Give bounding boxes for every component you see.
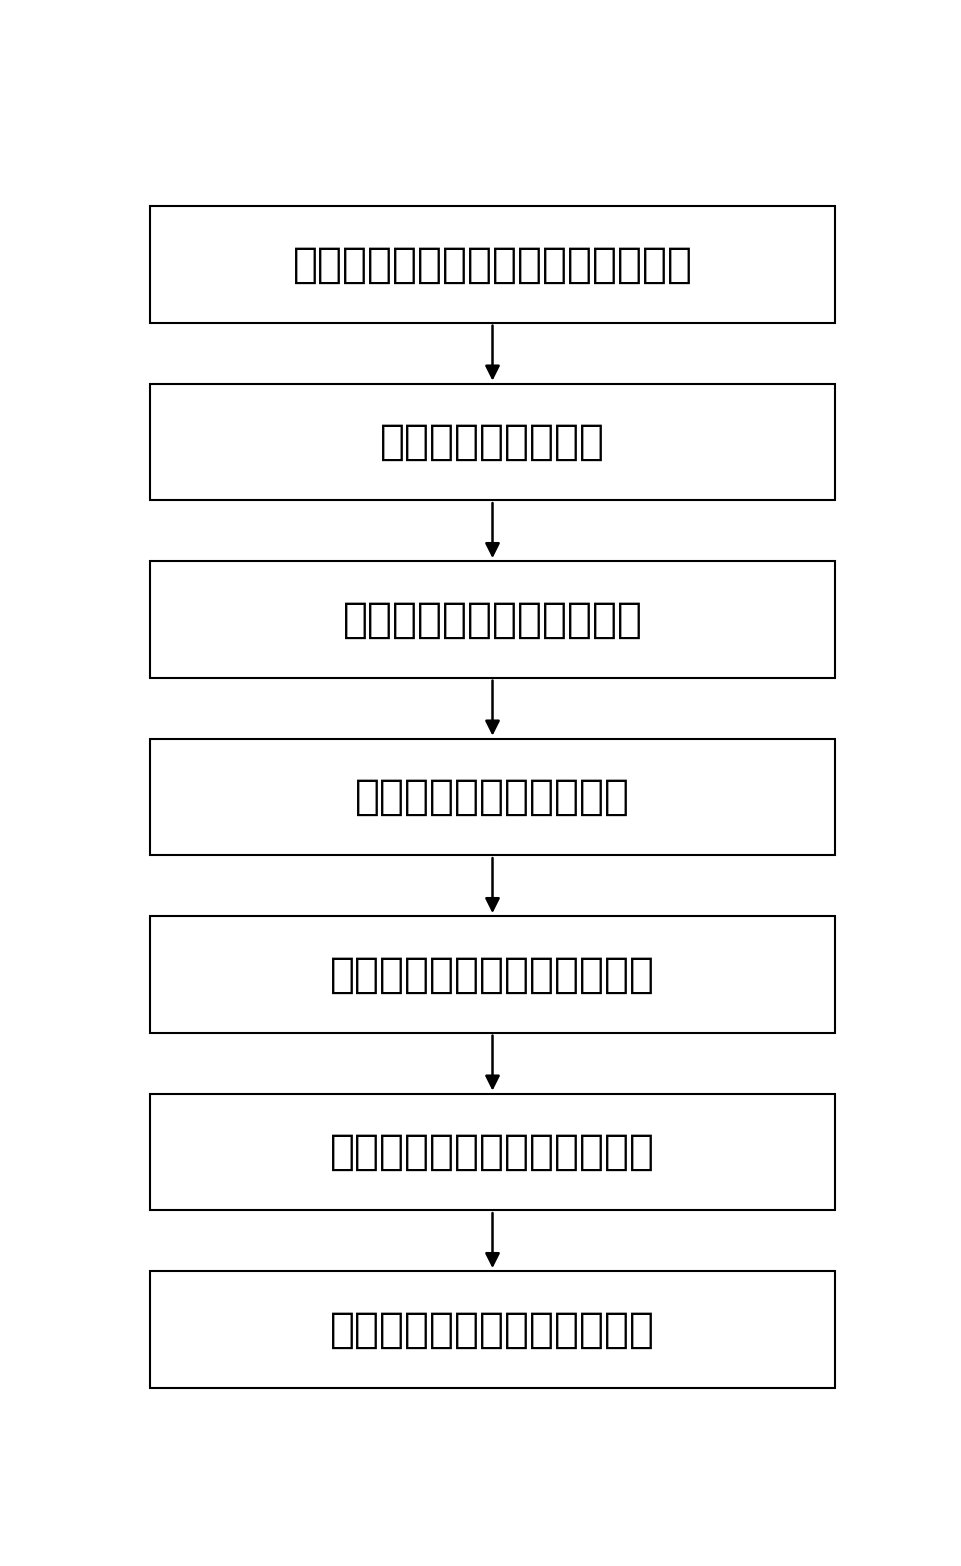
Text: 计算单个车道的平均行驶速度: 计算单个车道的平均行驶速度 bbox=[330, 954, 655, 996]
Text: 计算高架桥路段平均行驶速度: 计算高架桥路段平均行驶速度 bbox=[330, 1131, 655, 1173]
Text: 待检测高架桥路段安装检测器并调试: 待检测高架桥路段安装检测器并调试 bbox=[292, 243, 693, 285]
Text: 高架桥路段交通拥堵指数评估: 高架桥路段交通拥堵指数评估 bbox=[330, 1308, 655, 1350]
Text: 计算单个车道的当量交通量: 计算单个车道的当量交通量 bbox=[342, 598, 643, 640]
Text: 计算单个车道的平均密度: 计算单个车道的平均密度 bbox=[355, 775, 630, 817]
Bar bbox=[150, 739, 835, 855]
Bar bbox=[150, 384, 835, 500]
Text: 获取微波检测器数据: 获取微波检测器数据 bbox=[380, 421, 605, 464]
Bar bbox=[150, 1093, 835, 1211]
Bar bbox=[150, 207, 835, 323]
Bar bbox=[150, 561, 835, 678]
Bar bbox=[150, 1272, 835, 1387]
Bar bbox=[150, 916, 835, 1032]
